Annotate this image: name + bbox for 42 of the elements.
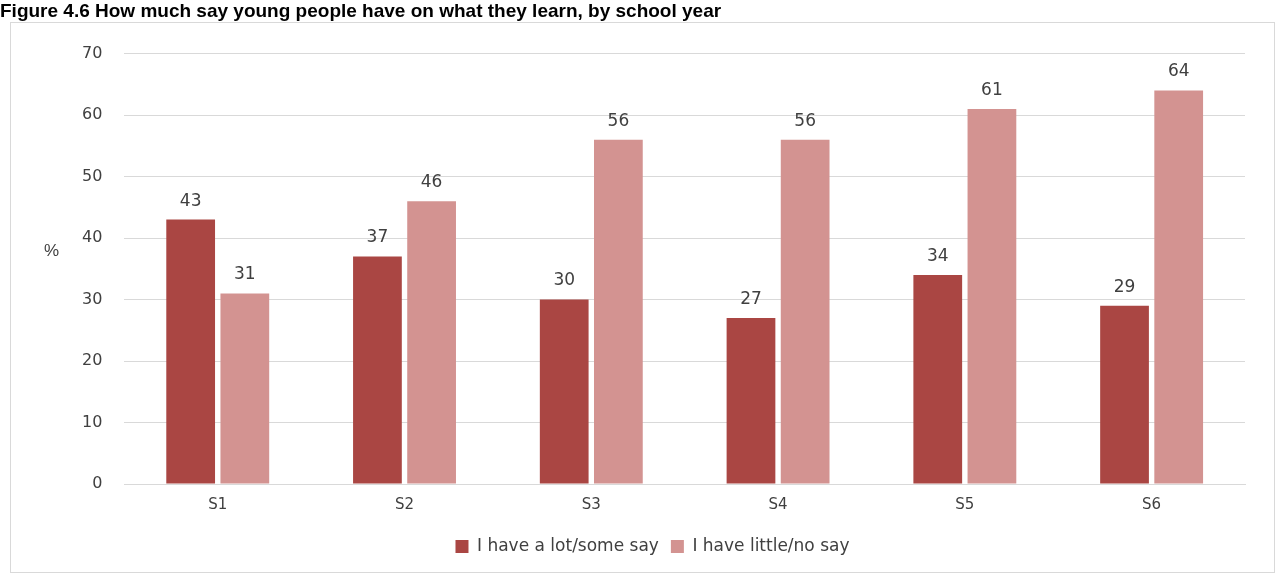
bar: [967, 108, 1017, 484]
y-tick-label: 70: [82, 42, 103, 62]
bar: [353, 256, 402, 484]
y-tick-label: 60: [82, 104, 103, 124]
y-tick-label: 40: [82, 227, 103, 247]
data-label: 46: [420, 171, 443, 192]
data-label: 56: [607, 109, 630, 130]
y-tick-label: 50: [82, 165, 103, 185]
data-label: 37: [366, 226, 389, 247]
x-tick-label: S4: [768, 494, 788, 513]
y-tick-label: 0: [92, 473, 103, 493]
legend-label: I have little/no say: [692, 534, 850, 555]
chart-title: Figure 4.6 How much say young people have on what they learn, by school year: [0, 0, 722, 22]
bar: [539, 299, 589, 484]
y-axis-title: %: [44, 241, 60, 261]
bar: [407, 201, 456, 484]
y-tick-label: 20: [82, 350, 103, 370]
x-tick-label: S5: [955, 494, 975, 513]
x-tick-label: S3: [581, 494, 601, 513]
y-tick-label: 30: [82, 288, 103, 308]
data-label: 56: [794, 109, 816, 130]
y-tick-label: 10: [82, 411, 103, 431]
bar: [166, 219, 216, 484]
bar: [726, 317, 776, 484]
data-label: 61: [981, 78, 1003, 99]
data-label: 27: [740, 287, 762, 308]
legend-label: I have a lot/some say: [476, 534, 659, 555]
data-label: 31: [234, 263, 256, 284]
x-tick-label: S1: [208, 494, 228, 513]
data-label: 29: [1113, 275, 1136, 296]
data-label: 43: [179, 189, 202, 210]
data-label: 30: [553, 269, 576, 290]
bar: [1154, 90, 1204, 484]
bar: [913, 274, 963, 484]
x-tick-label: S6: [1142, 494, 1162, 513]
x-tick-label: S2: [394, 494, 415, 513]
bar: [1100, 305, 1149, 484]
bar: [780, 139, 830, 484]
data-label: 64: [1167, 60, 1190, 81]
bar: [594, 139, 643, 484]
bar: [220, 293, 270, 484]
data-label: 34: [926, 244, 949, 265]
